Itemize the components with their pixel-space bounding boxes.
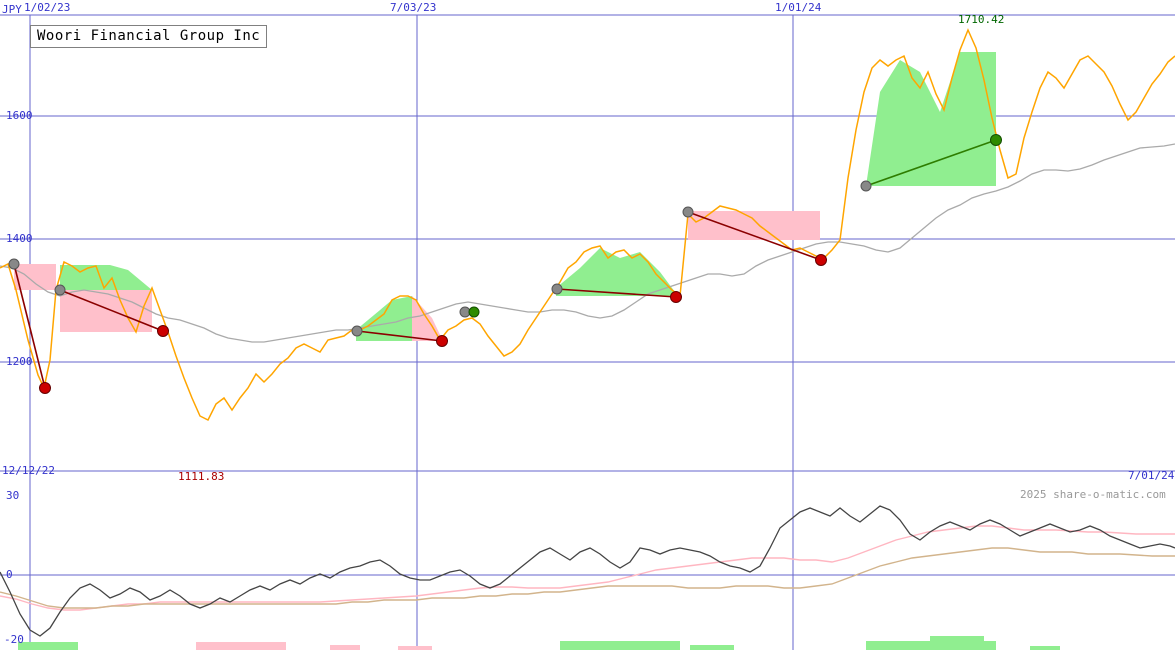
indicator-panel (0, 505, 1175, 650)
y-tick-1600: 1600 (6, 109, 33, 122)
trend-markers (8, 134, 1002, 394)
trend-regions (14, 52, 996, 341)
gridlines-horizontal (0, 14, 1175, 576)
high-annotation: 1710.42 (958, 13, 1005, 26)
axis-label-currency: JPY (2, 3, 22, 16)
y-tick-1400: 1400 (6, 232, 33, 245)
indicator-tick-30: 30 (6, 489, 20, 502)
low-annotation: 1111.83 (178, 470, 225, 483)
watermark: 2025 share-o-matic.com (1020, 488, 1166, 501)
indicator-tick-0: 0 (6, 568, 13, 581)
moving-average-line (0, 143, 1175, 343)
volume-bars (18, 636, 1060, 650)
x-tick-start-date: 12/12/22 (2, 464, 55, 477)
y-tick-1200: 1200 (6, 355, 33, 368)
indicator-tick-minus20: -20 (4, 633, 24, 646)
x-tick-1-01-24: 1/01/24 (775, 1, 822, 14)
trend-connectors (13, 139, 997, 389)
page-title: Woori Financial Group Inc (30, 25, 268, 48)
x-tick-7-03-23: 7/03/23 (390, 1, 437, 14)
momentum-line (0, 505, 1175, 637)
price-line (0, 28, 1175, 422)
x-tick-end-date: 7/01/24 (1128, 469, 1175, 482)
x-tick-1-02-23: 1/02/23 (24, 1, 71, 14)
